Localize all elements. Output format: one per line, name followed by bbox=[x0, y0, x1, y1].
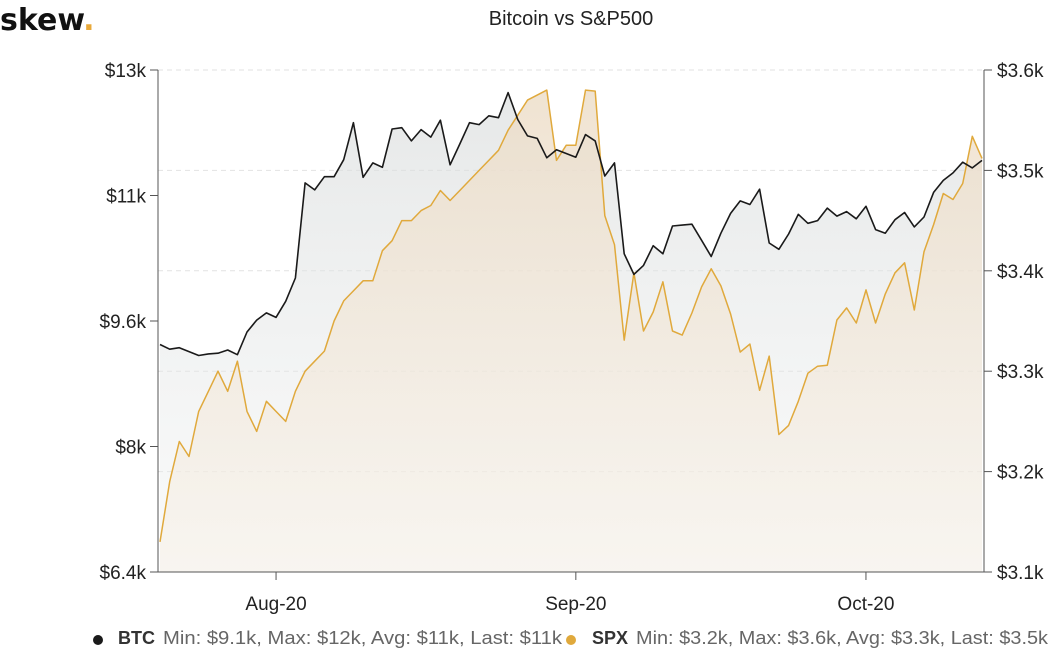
spx-line[interactable] bbox=[159, 89, 983, 543]
legend-btc-name: BTC bbox=[118, 628, 155, 648]
legend-spx-marker bbox=[566, 635, 576, 645]
right-tick-label: $3.6k bbox=[997, 61, 1044, 82]
legend-btc-marker bbox=[93, 635, 103, 645]
right-tick-label: $3.3k bbox=[997, 362, 1044, 383]
left-tick-label: $11k bbox=[106, 187, 146, 208]
left-tick-label: $9.6k bbox=[100, 312, 147, 333]
x-tick-label: Aug-20 bbox=[245, 594, 306, 615]
left-tick-label: $13k bbox=[105, 61, 147, 82]
x-tick-label: Sep-20 bbox=[545, 594, 606, 615]
btc-line[interactable] bbox=[159, 91, 983, 357]
spx-area bbox=[160, 90, 982, 572]
legend-item-btc[interactable]: BTC Min: $9.1k, Max: $12k, Avg: $11k, La… bbox=[93, 628, 563, 648]
chart-title: Bitcoin vs S&P500 bbox=[489, 8, 654, 30]
left-tick-label: $8k bbox=[115, 438, 146, 459]
legend-spx-stats: Min: $3.2k, Max: $3.6k, Avg: $3.3k, Last… bbox=[636, 628, 1049, 648]
left-tick-label: $6.4k bbox=[100, 563, 147, 584]
right-tick-label: $3.5k bbox=[997, 161, 1044, 182]
right-tick-label: $3.4k bbox=[997, 262, 1044, 283]
legend-btc-stats: Min: $9.1k, Max: $12k, Avg: $11k, Last: … bbox=[163, 628, 563, 648]
right-y-axis-ticks: $3.1k $3.2k $3.3k $3.4k $3.5k $3.6k bbox=[984, 61, 1044, 584]
skew-logo: skew. bbox=[0, 3, 95, 38]
right-tick-label: $3.1k bbox=[997, 563, 1044, 584]
series-areas bbox=[160, 90, 982, 572]
right-tick-label: $3.2k bbox=[997, 463, 1044, 484]
x-tick-label: Oct-20 bbox=[837, 594, 894, 615]
skew-logo-text: skew bbox=[0, 3, 84, 38]
series-lines bbox=[159, 89, 983, 543]
legend-item-spx[interactable]: SPX Min: $3.2k, Max: $3.6k, Avg: $3.3k, … bbox=[566, 628, 1049, 648]
left-y-axis-ticks: $6.4k $8k $9.6k $11k $13k bbox=[100, 61, 158, 584]
legend-spx-name: SPX bbox=[592, 628, 628, 648]
legend: BTC Min: $9.1k, Max: $12k, Avg: $11k, La… bbox=[93, 628, 1049, 648]
x-axis-ticks: Aug-20 Sep-20 Oct-20 bbox=[245, 572, 894, 615]
skew-logo-dot: . bbox=[83, 3, 94, 38]
